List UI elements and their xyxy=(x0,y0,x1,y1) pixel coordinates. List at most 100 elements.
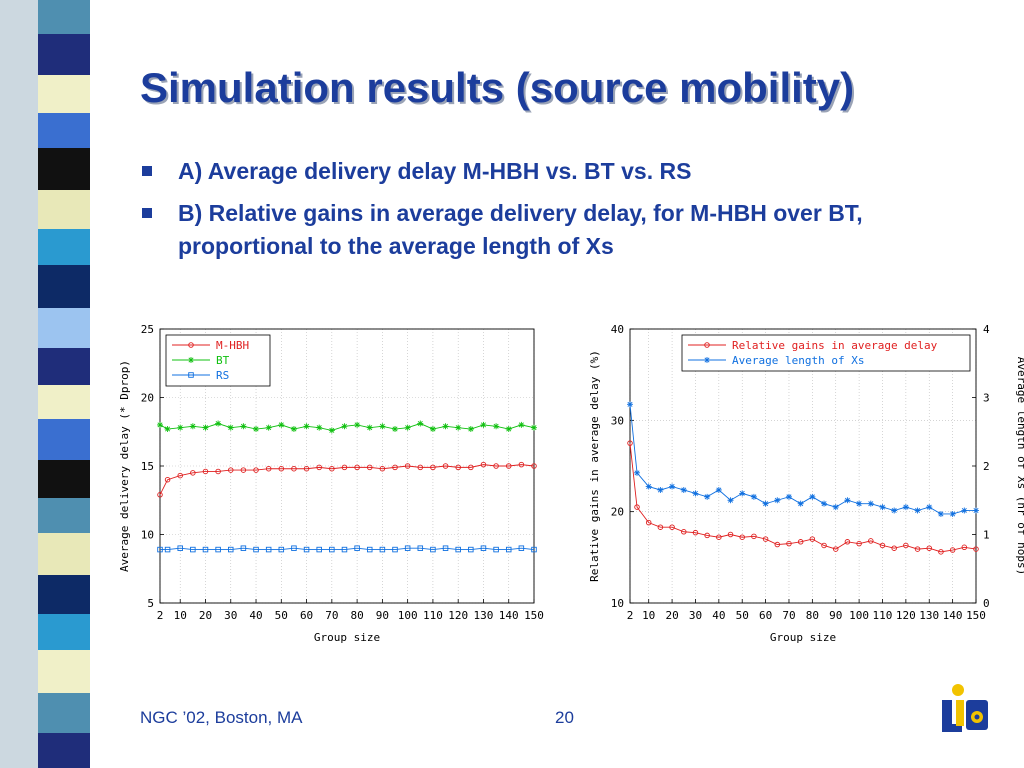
data-point xyxy=(303,423,310,430)
data-point xyxy=(341,464,348,471)
data-point xyxy=(680,486,687,493)
x-tick-label: 150 xyxy=(966,609,986,622)
data-point xyxy=(455,424,462,431)
x-tick-label: 90 xyxy=(829,609,842,622)
delivery-delay-chart: 2 10 20 30 40 50 60 70 80 90 100 110 120 130 140 150 5 10… xyxy=(108,315,548,655)
data-point xyxy=(157,546,163,553)
y2-tick-label: 0 xyxy=(983,597,990,610)
data-point xyxy=(681,529,687,535)
data-point xyxy=(926,545,932,551)
data-point xyxy=(879,542,886,549)
data-point xyxy=(303,546,310,553)
data-point xyxy=(316,546,322,553)
series-rs xyxy=(157,545,537,553)
data-point xyxy=(518,421,525,428)
data-point xyxy=(190,546,196,553)
data-point xyxy=(177,424,184,431)
stripe-block xyxy=(38,229,90,265)
x-tick-label: 90 xyxy=(376,609,389,622)
data-point xyxy=(832,546,839,552)
y-tick-label: 15 xyxy=(141,460,154,473)
data-point xyxy=(202,468,209,475)
stripe-block xyxy=(38,533,90,575)
data-point xyxy=(797,539,804,545)
y-tick-label: 20 xyxy=(611,506,624,519)
y2-tick-label: 2 xyxy=(983,460,990,473)
x-tick-label: 60 xyxy=(300,609,313,622)
data-point xyxy=(404,463,411,469)
bullet-text: B) Relative gains in average delivery de… xyxy=(178,200,863,259)
data-point xyxy=(228,546,234,553)
data-point xyxy=(903,542,909,549)
y2-tick-label: 4 xyxy=(983,323,990,336)
x-axis-label: Group size xyxy=(770,631,836,644)
series-bt xyxy=(157,420,537,434)
data-point xyxy=(417,464,424,471)
data-point xyxy=(821,500,828,507)
data-point xyxy=(844,539,851,545)
legend: M-HBH BT RS xyxy=(165,334,271,387)
data-point xyxy=(879,504,886,511)
data-point xyxy=(316,424,323,431)
data-point xyxy=(786,540,792,547)
data-point xyxy=(291,465,297,472)
data-point xyxy=(253,467,259,473)
data-point xyxy=(657,524,664,530)
data-point xyxy=(468,464,474,471)
x-tick-label: 30 xyxy=(689,609,702,622)
x-tick-label: 130 xyxy=(474,609,494,622)
data-point xyxy=(480,461,487,468)
stripe-block xyxy=(38,190,90,229)
data-point xyxy=(480,545,487,551)
data-point xyxy=(253,546,259,553)
y-tick-label: 40 xyxy=(611,323,624,336)
data-point xyxy=(379,465,386,472)
data-point xyxy=(188,342,194,348)
data-point xyxy=(442,463,449,469)
x-tick-label: 80 xyxy=(806,609,819,622)
data-point xyxy=(809,493,816,500)
data-point xyxy=(164,546,171,553)
data-point xyxy=(164,476,171,483)
square-bullet-icon xyxy=(142,208,152,218)
data-point xyxy=(215,468,221,475)
legend: Relative gains in average delay Average l… xyxy=(681,334,971,372)
footer-conference: NGC ’02, Boston, MA xyxy=(140,708,303,727)
bullet-text: A) Average delivery delay M-HBH vs. BT v… xyxy=(178,158,692,184)
data-point xyxy=(366,424,373,431)
data-point xyxy=(265,424,272,431)
x-tick-label: 30 xyxy=(224,609,237,622)
data-point xyxy=(341,546,348,553)
data-point xyxy=(715,486,722,493)
x-tick-label: 20 xyxy=(665,609,678,622)
data-point xyxy=(467,426,474,433)
stripe-block xyxy=(38,34,90,75)
data-point xyxy=(265,546,272,553)
x-tick-label: 130 xyxy=(919,609,939,622)
y-tick-label: 10 xyxy=(611,597,624,610)
data-point xyxy=(774,541,781,548)
data-point xyxy=(164,426,171,433)
y-tick-label: 5 xyxy=(147,597,154,610)
stripe-block xyxy=(38,498,90,533)
data-point xyxy=(704,357,710,363)
data-point xyxy=(290,426,297,433)
data-point xyxy=(891,545,897,551)
data-point xyxy=(868,538,874,544)
data-point xyxy=(417,545,424,551)
stripe-block xyxy=(38,693,90,733)
legend-label: Relative gains in average delay xyxy=(732,339,938,352)
data-point xyxy=(215,420,222,427)
data-point xyxy=(442,423,449,430)
x-tick-label: 140 xyxy=(499,609,519,622)
data-point xyxy=(716,534,722,540)
y-tick-label: 20 xyxy=(141,392,154,405)
data-point xyxy=(751,533,757,540)
stripe-block xyxy=(38,348,90,385)
data-point xyxy=(341,423,348,430)
x-tick-label: 20 xyxy=(199,609,212,622)
data-point xyxy=(844,497,851,504)
bullet-item: A) Average delivery delay M-HBH vs. BT v… xyxy=(140,155,1000,188)
data-point xyxy=(240,467,247,473)
data-point xyxy=(797,500,804,507)
